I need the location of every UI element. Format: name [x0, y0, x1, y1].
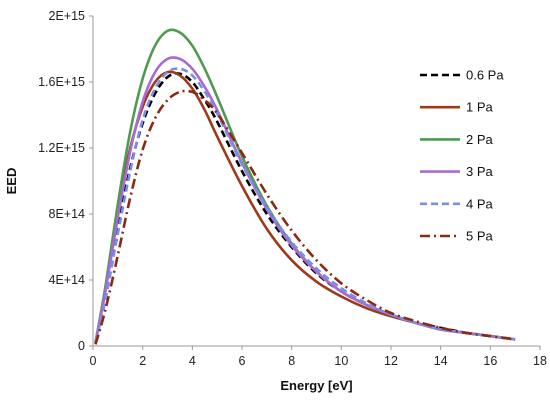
legend-label: 4 Pa	[466, 196, 494, 211]
y-tick-label: 0	[78, 339, 85, 353]
y-axis-title: EED	[4, 168, 19, 195]
y-tick-label: 1.6E+15	[38, 75, 85, 89]
y-tick-label: 8E+14	[49, 207, 86, 221]
y-tick-label: 4E+14	[49, 273, 86, 287]
legend-label: 0.6 Pa	[466, 68, 504, 83]
legend-label: 3 Pa	[466, 164, 494, 179]
x-tick-label: 10	[334, 354, 348, 368]
legend-label: 1 Pa	[466, 100, 494, 115]
legend: 0.6 Pa 1 Pa 2 Pa 3 Pa 4 Pa 5 Pa	[420, 68, 504, 244]
x-tick-label: 0	[90, 354, 97, 368]
x-tick-label: 18	[533, 354, 547, 368]
y-tick-label: 2E+15	[49, 9, 86, 23]
plot-area	[92, 16, 540, 347]
y-tick-label: 1.2E+15	[38, 141, 85, 155]
legend-label: 2 Pa	[466, 132, 494, 147]
x-tick-label: 6	[239, 354, 246, 368]
x-tick-label: 2	[139, 354, 146, 368]
x-tick-label: 12	[384, 354, 398, 368]
x-tick-label: 16	[483, 354, 497, 368]
series-line-4-pa	[94, 67, 516, 343]
y-axis-ticks: 0 4E+14 8E+14 1.2E+15 1.6E+15 2E+15	[38, 9, 93, 353]
x-tick-label: 14	[434, 354, 448, 368]
series-line-0-6-pa	[94, 72, 516, 343]
legend-label: 5 Pa	[466, 229, 494, 244]
series-line-5-pa	[94, 89, 516, 345]
x-axis-title: Energy [eV]	[280, 378, 352, 393]
x-tick-label: 8	[288, 354, 295, 368]
x-axis-ticks: 0 2 4 6 8 10 12 14 16 18	[90, 346, 547, 368]
series-line-3-pa	[94, 56, 516, 343]
series-lines	[94, 28, 516, 345]
x-tick-label: 4	[189, 354, 196, 368]
